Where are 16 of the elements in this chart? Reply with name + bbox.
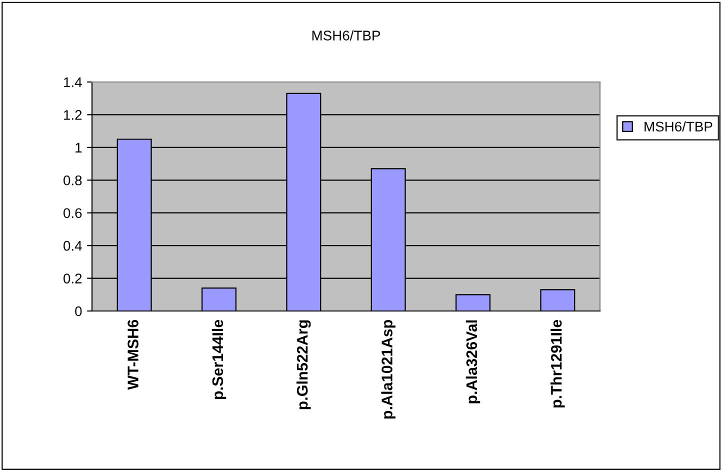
x-tick-label: p.Ala326Val bbox=[466, 320, 480, 404]
y-tick-label: 0.8 bbox=[64, 175, 82, 186]
legend-label: MSH6/TBP bbox=[644, 121, 712, 132]
x-tick-label: WT-MSH6 bbox=[128, 320, 138, 390]
x-tick-label: p.Gln522Arg bbox=[296, 320, 311, 410]
y-tick-label: 0 bbox=[75, 306, 82, 316]
chart-title: MSH6/TBP bbox=[312, 30, 380, 40]
y-tick-label: 0.2 bbox=[64, 274, 82, 284]
y-tick-label: 1.4 bbox=[64, 77, 82, 88]
x-tick-label: p.Ala1021Asp bbox=[381, 320, 396, 419]
y-tick-label: 0.6 bbox=[64, 208, 82, 218]
y-tick-label: 1.2 bbox=[64, 110, 82, 120]
y-tick-label: 1 bbox=[76, 142, 82, 152]
x-tick-label: p.Thr1291Ile bbox=[550, 320, 565, 408]
y-tick-label: 0.4 bbox=[64, 240, 82, 251]
x-tick-label: p.Ser144Ile bbox=[212, 320, 226, 400]
